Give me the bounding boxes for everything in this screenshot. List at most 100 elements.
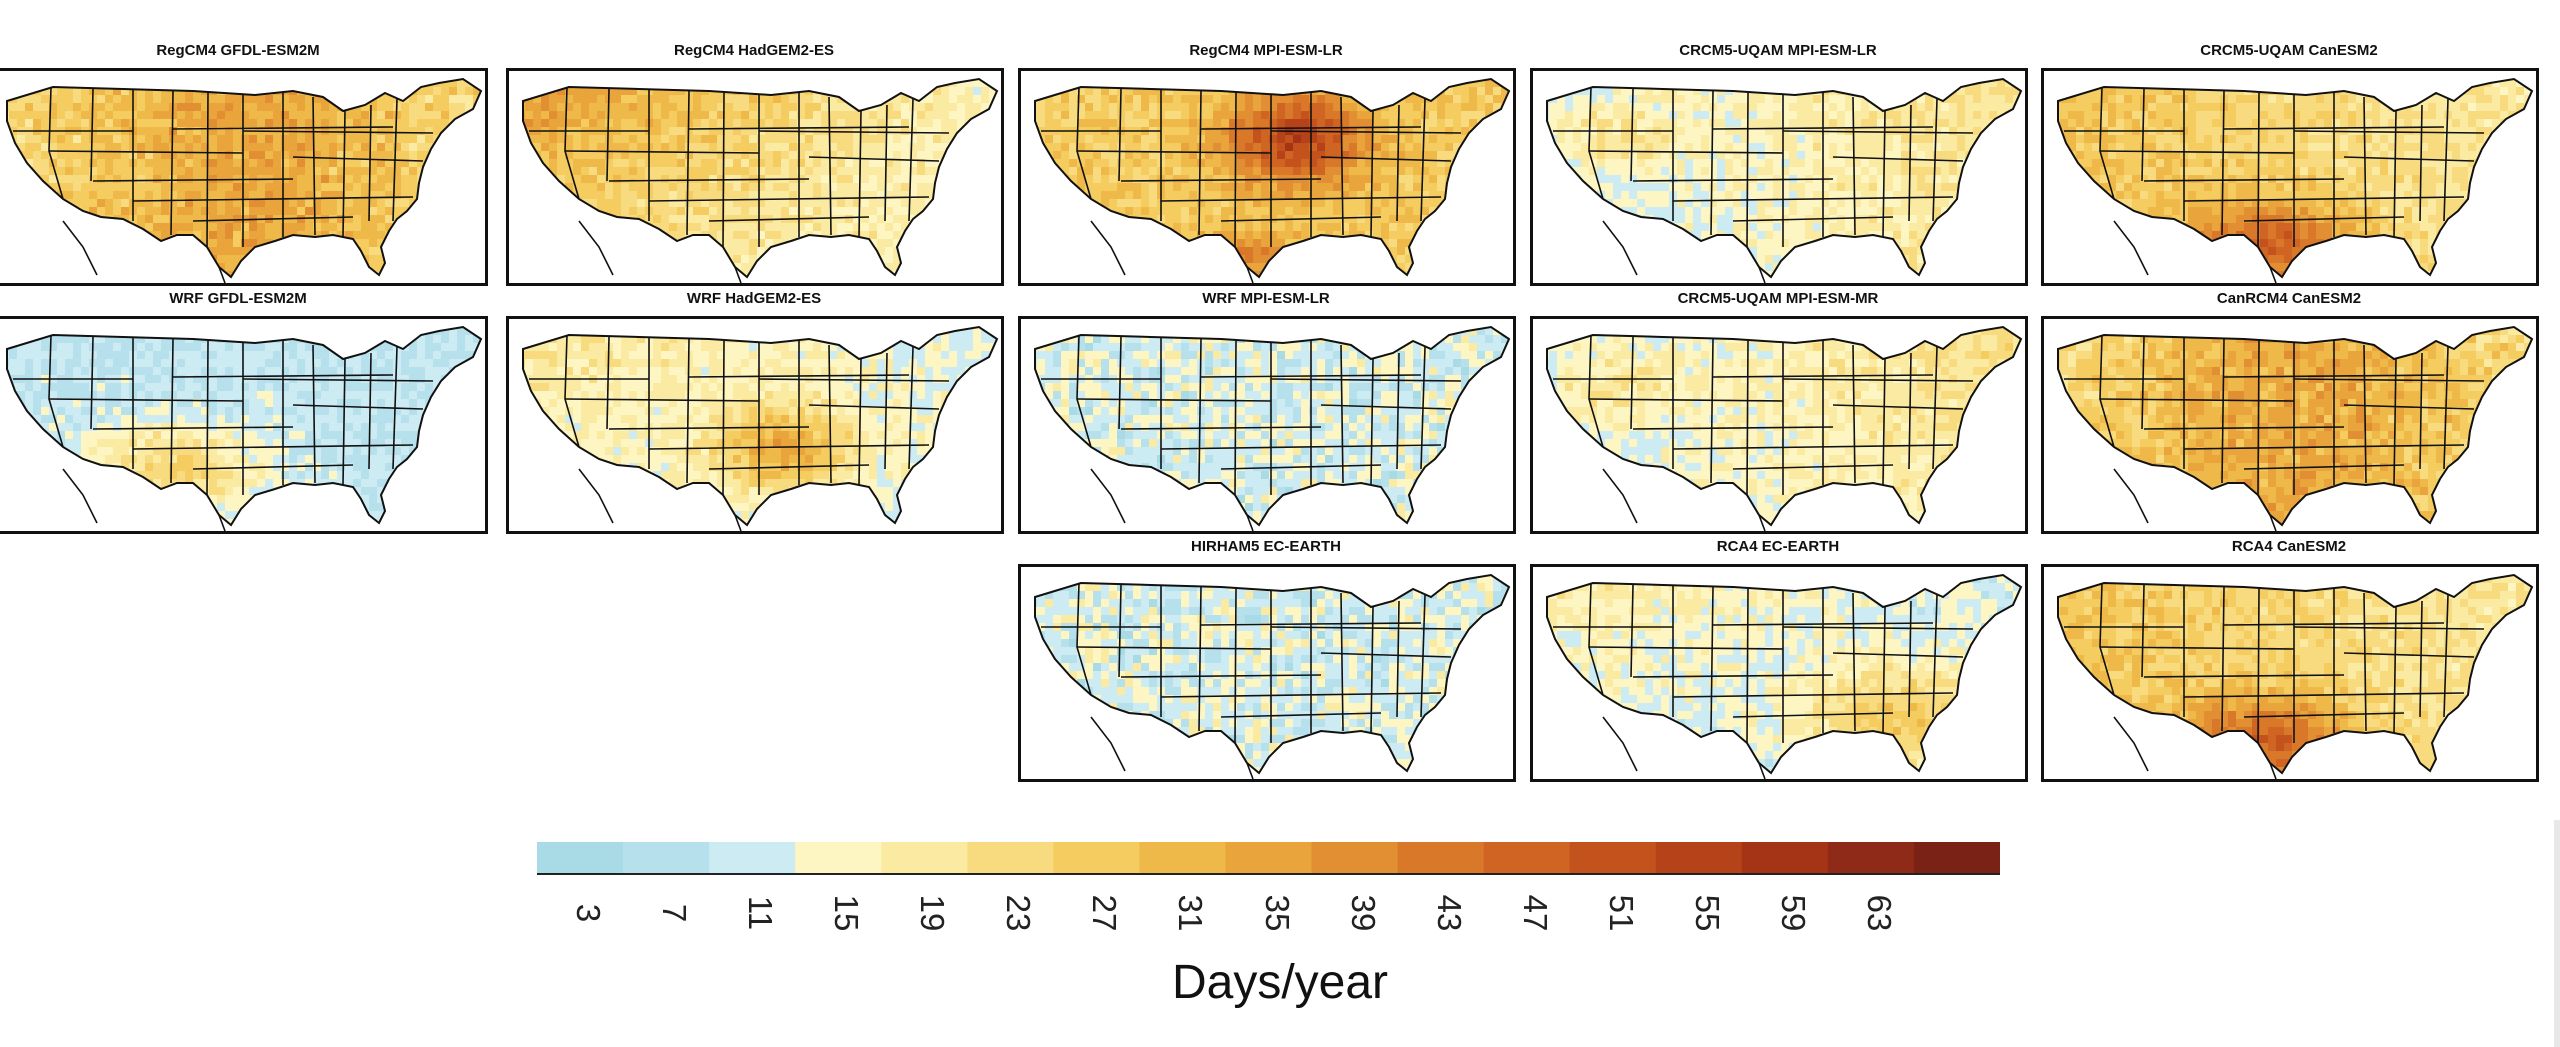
data-cell [449, 111, 457, 119]
data-cell [369, 111, 377, 119]
data-cell [1181, 159, 1189, 167]
data-cell [465, 103, 473, 111]
state-border [292, 156, 424, 162]
data-cell [177, 71, 185, 79]
data-cell [161, 199, 169, 207]
data-cell [941, 247, 949, 255]
data-cell [1125, 103, 1133, 111]
data-cell [525, 207, 533, 215]
data-cell [557, 263, 565, 271]
data-cell [177, 271, 185, 277]
data-cell [781, 143, 789, 151]
data-cell [1253, 167, 1261, 175]
data-cell [1109, 119, 1117, 127]
data-cell [933, 135, 941, 143]
data-cell [1141, 271, 1149, 277]
data-cell [417, 103, 425, 111]
data-cell [1061, 207, 1069, 215]
data-cell [1285, 271, 1293, 277]
data-cell [1341, 167, 1349, 175]
panel-title: RegCM4 MPI-ESM-LR [1018, 42, 1514, 59]
data-cell [441, 215, 449, 223]
data-cell [169, 231, 177, 239]
data-cell [701, 103, 709, 111]
data-cell [765, 159, 773, 167]
data-cell [1189, 207, 1197, 215]
data-cell [669, 159, 677, 167]
data-cell [829, 207, 837, 215]
data-cell [1133, 199, 1141, 207]
data-cell [113, 279, 121, 283]
data-cell [925, 191, 933, 199]
data-cell [669, 95, 677, 103]
data-cell [861, 175, 869, 183]
data-cell [741, 263, 749, 271]
data-cell [73, 263, 81, 271]
data-cell [257, 199, 265, 207]
data-cell [1061, 79, 1069, 87]
data-cell [1165, 183, 1173, 191]
data-cell [153, 247, 161, 255]
data-cell [1365, 263, 1373, 271]
data-cell [0, 279, 1, 283]
data-cell [637, 279, 645, 283]
data-cell [1485, 175, 1493, 183]
data-cell [589, 215, 597, 223]
data-cell [1189, 119, 1197, 127]
data-cell [949, 223, 957, 231]
data-cell [1301, 143, 1309, 151]
data-cell [17, 207, 25, 215]
data-cell [589, 255, 597, 263]
data-cell [9, 159, 17, 167]
data-cell [1285, 239, 1293, 247]
data-cell [33, 71, 41, 79]
data-cell [725, 167, 733, 175]
data-cell [1037, 231, 1045, 239]
data-cell [417, 111, 425, 119]
data-cell [289, 103, 297, 111]
data-cell [225, 119, 233, 127]
data-cell [97, 231, 105, 239]
data-cell [7, 263, 9, 271]
data-cell [417, 127, 425, 135]
data-cell [65, 71, 73, 79]
data-cell [1229, 223, 1237, 231]
data-cell [57, 151, 65, 159]
data-cell [105, 119, 113, 127]
data-cell [1109, 87, 1117, 95]
data-cell [997, 223, 1001, 231]
data-cell [1149, 135, 1157, 143]
data-cell [1237, 103, 1245, 111]
data-cell [65, 95, 73, 103]
data-cell [725, 271, 733, 277]
data-cell [1237, 191, 1245, 199]
data-cell [1317, 255, 1325, 263]
data-cell [781, 159, 789, 167]
data-cell [653, 247, 661, 255]
data-cell [549, 167, 557, 175]
data-cell [717, 143, 725, 151]
data-cell [525, 271, 533, 277]
data-cell [481, 183, 485, 191]
data-cell [1341, 255, 1349, 263]
data-cell [1069, 255, 1077, 263]
data-cell [145, 247, 153, 255]
data-cell [845, 87, 853, 95]
data-cell [581, 151, 589, 159]
data-cell [853, 231, 861, 239]
data-cell [525, 87, 533, 95]
data-cell [297, 279, 305, 283]
data-cell [1205, 103, 1213, 111]
data-cell [1117, 191, 1125, 199]
data-cell [757, 191, 765, 199]
data-cell [725, 279, 733, 283]
data-cell [685, 223, 693, 231]
data-cell [113, 79, 121, 87]
data-cell [677, 247, 685, 255]
data-cell [1189, 95, 1197, 103]
data-cell [1317, 263, 1325, 271]
data-cell [917, 87, 925, 95]
data-cell [409, 95, 417, 103]
data-cell [289, 239, 297, 247]
data-cell [925, 119, 933, 127]
